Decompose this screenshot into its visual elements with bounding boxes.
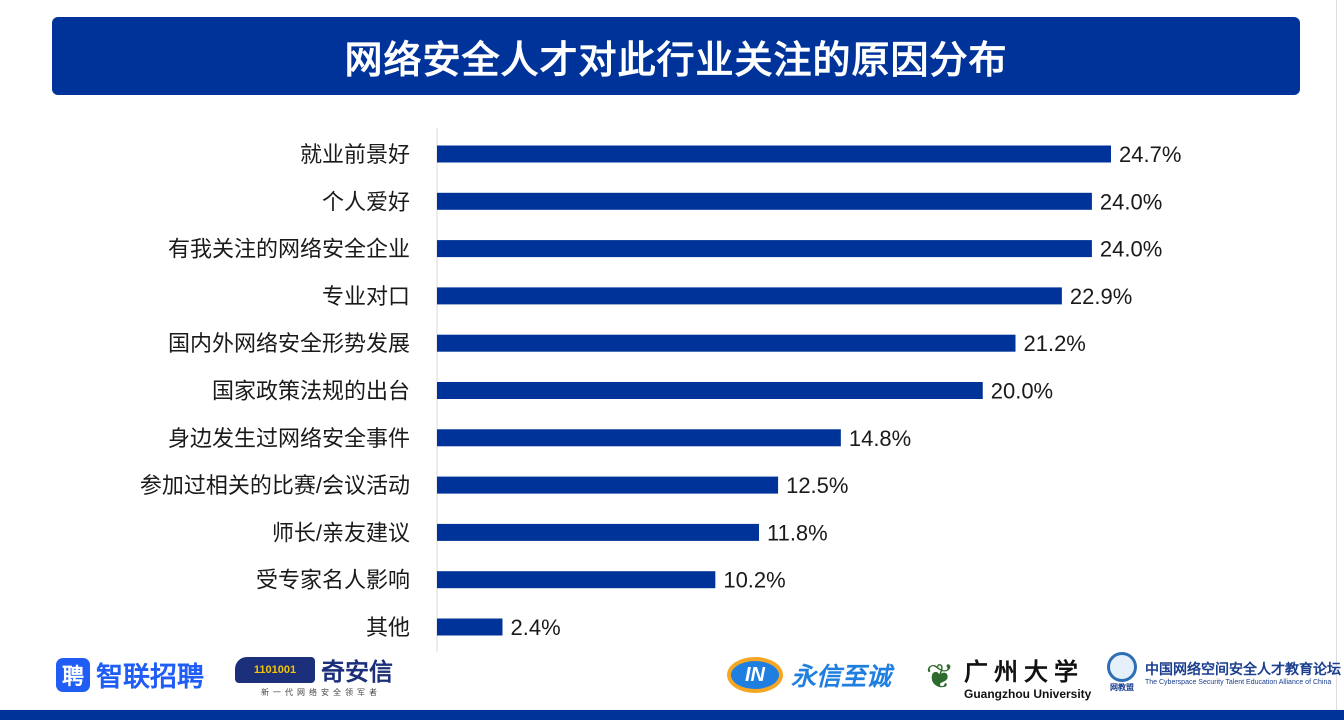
logo-gzhu: ❦ 广州大学 Guangzhou University: [922, 652, 1092, 701]
value-label: 11.8%: [767, 520, 828, 545]
logo-alliance: 网教盟 中国网络空间安全人才教育论坛 The Cyberspace Securi…: [1107, 652, 1341, 693]
value-label: 24.0%: [1100, 189, 1162, 214]
zhaopin-name: 智联招聘: [96, 662, 204, 692]
bar: [437, 287, 1062, 305]
bar: [437, 382, 983, 399]
bar: [437, 571, 716, 589]
chart-title: 网络安全人才对此行业关注的原因分布: [52, 17, 1300, 95]
category-label: 参加过相关的比赛/会议活动: [140, 473, 410, 498]
page-edge-line: [1336, 0, 1337, 710]
category-label: 就业前景好: [300, 142, 410, 167]
gzhu-name: 广州大学: [964, 657, 1084, 686]
bar: [437, 334, 1016, 352]
gzhu-en: Guangzhou University: [964, 687, 1092, 701]
bar-chart: 就业前景好 24.7% 个人爱好 24.0% 有我关注的网络安全企业 24.0% 专业对口 2…: [140, 128, 1181, 652]
value-label: 20.0%: [991, 379, 1053, 404]
gzhu-emblem-icon: ❦: [925, 657, 955, 696]
alliance-en: The Cyberspace Security Talent Education…: [1145, 679, 1332, 686]
bar: [437, 192, 1092, 210]
value-label: 12.5%: [786, 473, 848, 498]
category-label: 身边发生过网络安全事件: [168, 426, 410, 451]
category-label: 其他: [366, 615, 410, 640]
value-label: 22.9%: [1070, 284, 1132, 309]
value-label: 24.0%: [1100, 237, 1162, 262]
category-label: 有我关注的网络安全企业: [168, 237, 410, 262]
bar: [437, 618, 503, 636]
value-label: 10.2%: [723, 568, 785, 593]
category-label: 师长/亲友建议: [272, 520, 410, 545]
logo-zhaopin: 聘 智联招聘: [56, 655, 204, 694]
bar: [437, 240, 1092, 258]
category-label: 国家政策法规的出台: [212, 379, 410, 404]
yxzc-icon: IN: [727, 657, 783, 693]
value-label: 14.8%: [849, 426, 911, 451]
tiger-icon: 1101001: [235, 656, 315, 683]
category-label: 受专家名人影响: [256, 568, 410, 593]
alliance-name: 中国网络空间安全人才教育论坛: [1145, 662, 1341, 678]
category-label: 国内外网络安全形势发展: [168, 331, 410, 356]
value-label: 2.4%: [510, 615, 560, 640]
zhaopin-icon: 聘: [56, 657, 90, 692]
qianxin-name: 奇安信: [321, 659, 393, 686]
value-label: 24.7%: [1119, 142, 1181, 167]
bottom-bar: [0, 710, 1344, 720]
logo-qianxin: 1101001 奇安信 新一代网络安全领军者: [235, 652, 393, 698]
qianxin-tagline: 新一代网络安全领军者: [261, 688, 381, 697]
value-label: 21.2%: [1023, 331, 1085, 356]
category-label: 专业对口: [322, 284, 410, 309]
yxzc-name: 永信至诚: [791, 663, 892, 691]
bar: [437, 523, 759, 541]
bar: [437, 476, 779, 494]
bar: [437, 145, 1111, 163]
bar: [437, 429, 841, 447]
alliance-short: 网教盟: [1110, 683, 1134, 692]
logo-yxzc: IN 永信至诚: [727, 657, 891, 693]
alliance-emblem-icon: [1107, 652, 1137, 682]
category-label: 个人爱好: [322, 189, 410, 214]
